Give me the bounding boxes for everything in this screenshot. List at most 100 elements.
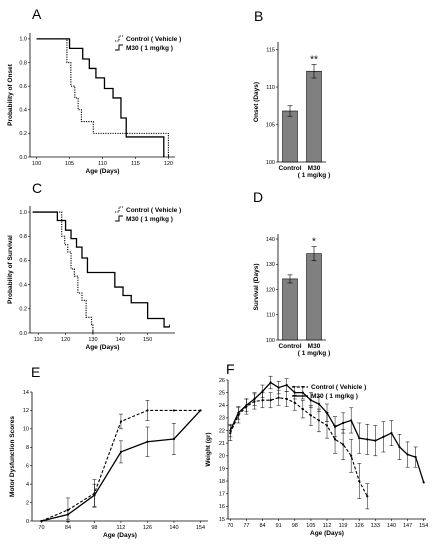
y-tick-label: 0.0 [19, 155, 27, 161]
y-tick-label: 110 [266, 313, 275, 319]
x-axis-label: Age (Days) [86, 168, 120, 175]
y-axis-label: Probability of Onset [7, 63, 14, 126]
series-line-control [229, 397, 368, 497]
y-tick-label: 100 [266, 160, 275, 166]
bar-control [282, 110, 298, 163]
y-tick-label: 10 [23, 427, 29, 433]
data-point [333, 438, 337, 441]
y-tick-label: 22 [219, 428, 225, 434]
series-line-m30 [36, 38, 165, 157]
x-tick-label: 84 [65, 525, 71, 531]
data-point [146, 440, 149, 443]
data-point [301, 407, 304, 411]
data-point [172, 437, 176, 441]
y-tick-label: 0 [26, 519, 29, 525]
data-point [317, 419, 321, 422]
y-tick-label: 23 [219, 416, 225, 422]
category-label: ( 1 mg/kg ) [298, 350, 331, 357]
y-tick-label: 6 [26, 464, 29, 470]
y-tick-label: 14 [23, 390, 29, 396]
category-label: M30 [308, 165, 321, 172]
x-tick-label: 154 [419, 523, 428, 529]
x-tick-label: 98 [292, 523, 298, 529]
legend-entry: M30 ( 1 mg/kg ) [311, 393, 358, 400]
x-axis-label: Age (Days) [103, 532, 137, 539]
panel-e: E 0 2 4 6 8 10 12 14 70 84 98 112 126 140 154 Age (Days)… [9, 364, 208, 539]
x-tick-label: 110 [98, 161, 107, 167]
panel-c: C 0.0 0.2 0.4 0.6 0.8 1.0 110 120 130 140 150 Age (D… [7, 180, 181, 351]
data-point [317, 402, 321, 406]
data-point [301, 391, 304, 394]
legend-swatch [115, 206, 123, 213]
bar-control [282, 278, 298, 341]
legend-entry: Control ( Vehicle ) [126, 36, 181, 43]
panel-b: B 100 105 110 115 Onset (Days) Control ** M30( 1… [253, 8, 330, 179]
data-point [366, 495, 369, 498]
data-point [277, 386, 280, 389]
legend-entry: Control ( Vehicle ) [311, 384, 366, 391]
data-point [342, 421, 345, 425]
y-tick-label: 2 [26, 500, 29, 506]
y-tick-label: 100 [266, 338, 275, 344]
y-axis-label: Probability of Survival [7, 235, 14, 304]
y-tick-label: 20 [219, 454, 225, 460]
bar-m30 [306, 253, 322, 341]
series-line-m30 [32, 211, 170, 328]
data-point [342, 443, 345, 446]
data-point [374, 439, 377, 442]
panel-letter: A [32, 6, 42, 22]
x-axis-label: Age (Days) [86, 344, 120, 351]
y-tick-label: 8 [26, 445, 29, 451]
y-tick-label: 18 [219, 479, 225, 485]
x-tick-label: 150 [143, 337, 152, 343]
data-point [146, 409, 149, 412]
y-tick-label: 25 [219, 390, 225, 396]
x-tick-label: 140 [387, 523, 396, 529]
data-point [333, 425, 337, 428]
x-tick-label: 115 [131, 161, 140, 167]
y-tick-label: 19 [219, 466, 225, 472]
data-point [406, 453, 409, 456]
data-point [366, 438, 369, 441]
y-axis-label: Onset (Days) [253, 82, 260, 122]
y-tick-label: 24 [219, 403, 225, 409]
data-point [293, 401, 296, 404]
x-tick-label: 147 [403, 523, 412, 529]
legend-swatch [115, 215, 123, 222]
legend-entry: M30 ( 1 mg/kg ) [126, 216, 173, 223]
y-axis-label: Motor Dysfunction Scores [9, 416, 16, 497]
data-point [269, 399, 272, 402]
category-label: ( 1 mg/kg ) [298, 172, 331, 179]
data-point [199, 409, 202, 412]
y-tick-label: 130 [266, 262, 275, 268]
data-point [245, 404, 248, 407]
y-tick-label: 0.6 [19, 258, 27, 264]
data-point [253, 397, 256, 401]
y-tick-label: 1.0 [19, 37, 27, 43]
y-axis-label: Weight (gr) [205, 432, 212, 466]
panel-letter: C [32, 180, 42, 196]
data-point [229, 429, 232, 432]
bar-m30 [306, 70, 322, 163]
data-point [119, 420, 123, 423]
data-point [358, 437, 361, 440]
y-tick-label: 0.4 [19, 108, 27, 114]
y-tick-label: 110 [266, 85, 275, 91]
data-point [390, 431, 393, 435]
x-tick-label: 126 [143, 525, 152, 531]
x-tick-label: 77 [243, 523, 249, 529]
y-tick-label: 105 [266, 122, 275, 128]
panel-letter: F [226, 361, 235, 377]
y-tick-label: 0.2 [19, 131, 27, 137]
data-point [422, 481, 425, 484]
y-tick-label: 0.2 [19, 307, 27, 313]
legend-swatch [115, 44, 123, 51]
x-tick-label: 120 [61, 337, 70, 343]
x-tick-label: 112 [117, 525, 126, 531]
x-tick-label: 98 [91, 525, 97, 531]
data-point [285, 397, 288, 401]
x-tick-label: 70 [227, 523, 233, 529]
data-point [269, 381, 272, 384]
series-line-control [36, 38, 169, 157]
